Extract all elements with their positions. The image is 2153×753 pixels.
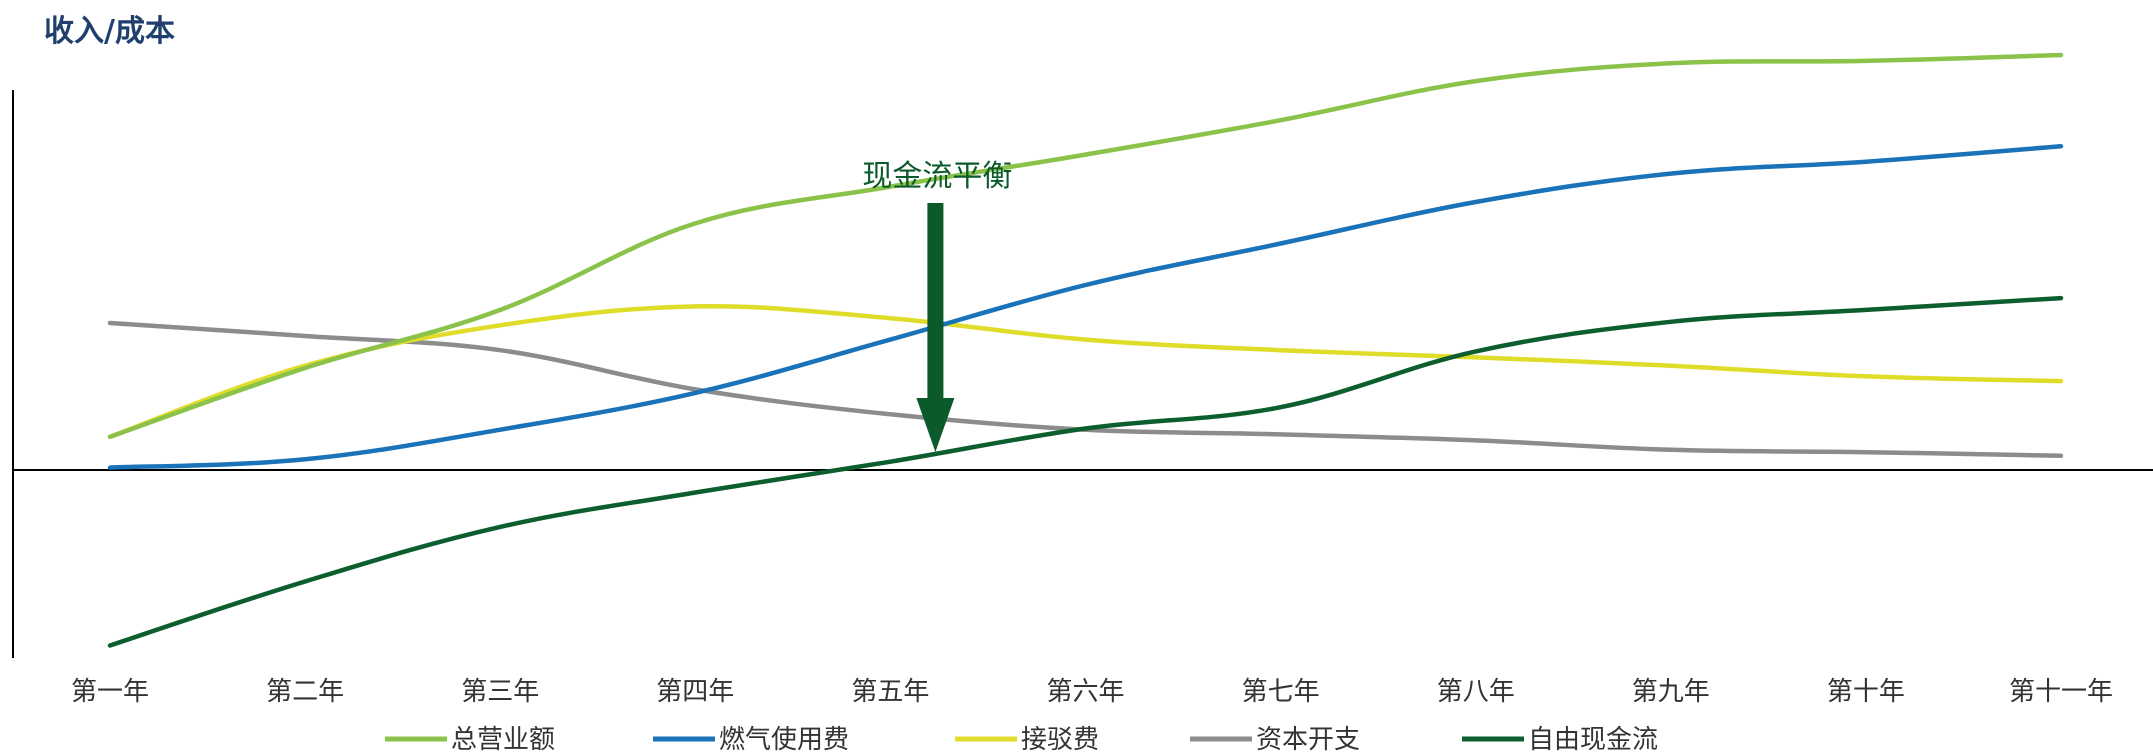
x-tick-label: 第七年: [1242, 677, 1320, 707]
x-tick-label: 第一年: [71, 677, 149, 707]
annotation-arrow-shaft: [927, 203, 944, 399]
x-tick-label: 第三年: [461, 677, 539, 707]
annotation-layer: 现金流平衡: [862, 159, 1012, 452]
x-tick-label: 第六年: [1046, 677, 1124, 707]
x-tick-label: 第五年: [851, 677, 929, 707]
series-layer: [107, 52, 2064, 648]
x-tick-labels: 第一年 第二年 第三年 第四年 第五年 第六年 第七年 第八年 第九年 第十年 第十一年: [71, 677, 2113, 707]
legend-label-1: 总营业额: [451, 725, 555, 753]
y-axis-label: 收入/成本: [44, 14, 175, 49]
legend-label-5: 自由现金流: [1528, 725, 1658, 753]
legend-label-2: 燃气使用费: [719, 725, 849, 753]
legend: 总营业额 燃气使用费 接驳费 资本开支 自由现金流: [385, 725, 1658, 753]
x-tick-label: 第十一年: [2009, 677, 2113, 707]
x-tick-label: 第四年: [656, 677, 734, 707]
x-tick-label: 第八年: [1437, 677, 1515, 707]
legend-label-3: 接驳费: [1021, 725, 1099, 753]
x-tick-label: 第二年: [266, 677, 344, 707]
annotation-label: 现金流平衡: [862, 159, 1012, 194]
annotation-arrow-head: [916, 398, 955, 452]
series-line-3: [107, 303, 2064, 440]
legend-label-4: 资本开支: [1256, 725, 1360, 753]
x-tick-label: 第十年: [1827, 677, 1905, 707]
series-line-1: [107, 52, 2064, 440]
series-line-2: [107, 144, 2064, 470]
chart-axes: [12, 90, 2153, 658]
series-line-5: [107, 295, 2064, 648]
x-tick-label: 第九年: [1632, 677, 1710, 707]
